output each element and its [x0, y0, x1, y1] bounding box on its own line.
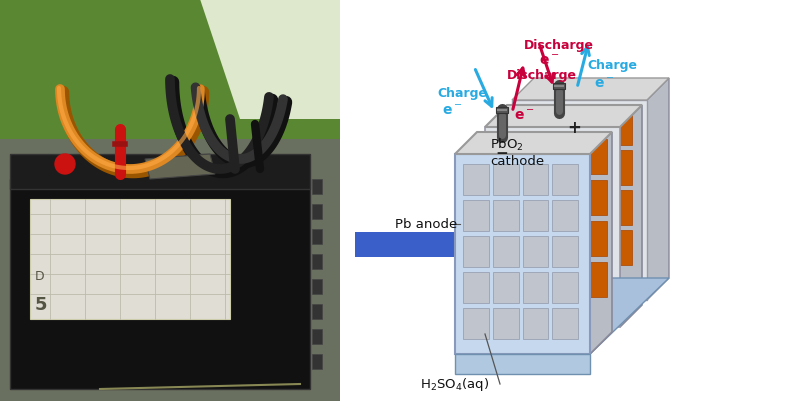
Bar	[586, 190, 631, 225]
Bar	[559, 180, 606, 215]
Bar	[586, 151, 631, 186]
Bar	[463, 308, 489, 339]
Polygon shape	[200, 0, 355, 120]
Bar	[455, 155, 590, 354]
Circle shape	[55, 155, 75, 174]
Bar	[10, 155, 310, 190]
Text: +: +	[567, 119, 581, 137]
Bar	[463, 237, 489, 267]
Bar	[312, 304, 322, 319]
Bar	[493, 308, 518, 339]
Bar	[340, 0, 355, 401]
Bar	[312, 279, 322, 294]
Polygon shape	[485, 106, 642, 128]
Bar	[312, 354, 322, 369]
Bar	[522, 308, 548, 339]
Text: e$^-$: e$^-$	[594, 77, 614, 91]
Bar	[493, 164, 518, 196]
Bar	[463, 164, 489, 196]
Text: Discharge: Discharge	[524, 39, 594, 53]
Bar	[586, 231, 631, 265]
Text: PbO$_2$: PbO$_2$	[490, 137, 524, 153]
Bar	[522, 200, 548, 231]
Bar	[312, 254, 322, 269]
Bar	[10, 180, 310, 389]
Bar	[522, 272, 548, 303]
Bar	[312, 229, 322, 244]
Bar	[559, 221, 606, 256]
Text: Pb anode: Pb anode	[395, 218, 458, 231]
Text: e$^-$: e$^-$	[514, 109, 535, 123]
Polygon shape	[620, 106, 642, 327]
Bar	[559, 262, 606, 297]
Bar	[463, 200, 489, 231]
Text: H$_2$SO$_4$(aq): H$_2$SO$_4$(aq)	[420, 376, 490, 393]
Bar	[30, 200, 230, 319]
Bar	[312, 205, 322, 219]
Bar	[522, 164, 548, 196]
Bar	[0, 0, 355, 401]
Text: 5: 5	[35, 295, 47, 313]
Bar	[355, 232, 455, 257]
Polygon shape	[455, 278, 669, 354]
Bar	[522, 237, 548, 267]
Bar	[552, 164, 578, 196]
Bar	[493, 237, 518, 267]
Bar	[552, 308, 578, 339]
Bar	[552, 272, 578, 303]
Bar	[485, 128, 620, 327]
Polygon shape	[145, 155, 215, 180]
Polygon shape	[647, 79, 669, 300]
Bar	[512, 101, 647, 300]
Bar	[0, 0, 355, 140]
Polygon shape	[590, 133, 612, 354]
Bar	[493, 272, 518, 303]
Bar	[493, 200, 518, 231]
Bar	[552, 200, 578, 231]
Bar	[553, 84, 565, 90]
Text: cathode: cathode	[490, 155, 544, 168]
Bar	[496, 108, 508, 114]
Bar	[552, 237, 578, 267]
Bar	[312, 180, 322, 194]
Text: −: −	[495, 146, 508, 160]
Bar	[586, 111, 631, 146]
Text: e$^-$: e$^-$	[442, 104, 463, 118]
Text: Discharge: Discharge	[507, 69, 578, 82]
Text: e$^-$: e$^-$	[539, 54, 559, 68]
Polygon shape	[455, 222, 490, 267]
Bar	[559, 140, 606, 174]
Polygon shape	[455, 354, 590, 374]
Text: Charge: Charge	[587, 59, 637, 72]
Polygon shape	[455, 133, 612, 155]
Bar	[312, 329, 322, 344]
Polygon shape	[512, 79, 669, 101]
Bar	[463, 272, 489, 303]
Text: Charge: Charge	[438, 86, 487, 99]
Text: D: D	[35, 269, 45, 282]
